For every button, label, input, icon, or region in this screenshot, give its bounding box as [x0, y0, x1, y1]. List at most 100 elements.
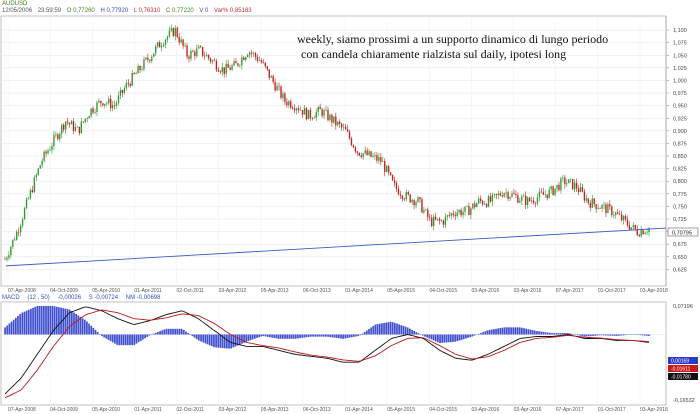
macd-hist-bar: [309, 334, 312, 337]
macd-y-axis: 0,07196 -0,16532: [673, 304, 695, 404]
macd-hist-bar: [60, 307, 62, 335]
macd-hist-bar: [88, 323, 90, 335]
macd-hist-bar: [146, 334, 149, 337]
price-candle: [160, 42, 163, 52]
quote-close: C 0,77220: [165, 8, 194, 14]
macd-hist-bar: [508, 327, 510, 335]
macd-hist-bar: [542, 331, 545, 335]
price-y-tick-label: 0,925: [673, 116, 687, 122]
macd-hist-bar: [428, 334, 431, 339]
price-x-tick-label: 03-Apr-2018: [640, 288, 668, 294]
price-candle: [213, 58, 216, 62]
price-candle: [100, 100, 102, 108]
price-candle: [76, 126, 79, 128]
price-candle: [68, 122, 71, 128]
macd-hist-bar: [432, 334, 435, 341]
macd-hist-bar: [615, 334, 618, 336]
price-candle: [470, 207, 472, 220]
price-candle: [509, 196, 511, 201]
macd-hist-bar: [277, 334, 280, 339]
price-x-tick-label: 05-Apr-2015: [387, 288, 415, 294]
macd-hist: NM -0,00698: [125, 295, 161, 301]
price-candle: [452, 210, 454, 218]
price-candle: [618, 210, 621, 215]
price-candle: [454, 211, 456, 221]
macd-hist-bar: [266, 334, 269, 337]
price-candle: [299, 106, 302, 111]
macd-signal-line: [4, 309, 649, 399]
macd-hist-bar: [346, 334, 349, 339]
price-candle: [476, 202, 478, 208]
price-candle: [425, 208, 427, 211]
price-y-tick-label: 0,675: [673, 242, 687, 248]
macd-hist-bar: [260, 334, 263, 337]
price-candle: [597, 204, 599, 210]
macd-hist-bar: [409, 328, 411, 335]
price-candle: [92, 106, 94, 115]
macd-hist-bar: [421, 334, 424, 336]
macd-hist-bar: [510, 327, 512, 335]
macd-hist-bar: [467, 334, 469, 338]
price-candle: [111, 100, 114, 112]
price-candle: [117, 91, 120, 106]
price-candle: [319, 103, 321, 110]
macd-hist-bar: [497, 328, 500, 335]
macd-hist-bar: [75, 313, 77, 335]
macd-x-tick-label: 07-Apr-2008: [8, 407, 36, 413]
macd-hist-bar: [495, 328, 497, 335]
price-candle: [519, 197, 521, 204]
price-y-tick-label: 0,750: [673, 204, 687, 210]
macd-hist-bar: [40, 305, 43, 335]
macd-hist-bar: [217, 334, 220, 348]
macd-hist-bar: [32, 307, 34, 335]
price-candle: [270, 74, 272, 78]
price-candle: [184, 42, 186, 48]
price-candle: [487, 194, 490, 208]
macd-hist-bar: [172, 328, 174, 335]
macd-hist-bar: [529, 329, 532, 335]
price-candle: [284, 91, 286, 106]
price-candle: [360, 152, 362, 159]
price-y-tick-label: 0,825: [673, 167, 687, 173]
price-x-tick-label: 07-Apr-2017: [556, 288, 584, 294]
price-candle: [446, 214, 449, 221]
price-y-tick-label: 0,900: [673, 129, 687, 135]
price-candle: [221, 62, 223, 77]
macd-x-tick-label: 01-Apr-2011: [134, 407, 162, 413]
price-candle: [119, 87, 122, 100]
price-candles[interactable]: [4, 24, 650, 262]
price-y-tick-label: 1,000: [673, 78, 687, 84]
price-y-tick-label: 0,725: [673, 217, 687, 223]
macd-hist-bar: [86, 321, 88, 335]
macd-hist-bar: [368, 328, 370, 335]
macd-hist-bar: [585, 334, 588, 337]
macd-x-tick-label: 07-Apr-2017: [556, 407, 584, 413]
price-candle: [215, 58, 218, 72]
price-candle: [8, 251, 10, 261]
price-candle: [225, 60, 227, 78]
macd-hist-bar: [288, 334, 291, 339]
price-candle: [254, 51, 257, 61]
price-candle: [292, 105, 294, 110]
price-candle: [411, 198, 413, 205]
price-candle: [82, 121, 84, 124]
price-candle: [64, 121, 67, 135]
price-candle: [493, 193, 496, 199]
macd-hist-bar: [643, 334, 646, 336]
price-candle: [315, 108, 317, 122]
price-candle: [59, 132, 61, 143]
macd-hist-bar: [118, 334, 121, 346]
price-y-tick-label: 0,850: [673, 154, 687, 160]
price-candle: [558, 181, 560, 192]
price-candle: [638, 233, 640, 237]
macd-hist-bar: [178, 328, 181, 335]
price-candle: [256, 54, 259, 63]
price-candle: [581, 183, 584, 193]
price-candle: [358, 152, 360, 157]
price-candle: [636, 225, 638, 237]
macd-hist-bar: [262, 334, 265, 337]
macd-hist-bar: [417, 333, 420, 335]
price-candle: [53, 130, 55, 151]
price-candle: [194, 49, 196, 61]
